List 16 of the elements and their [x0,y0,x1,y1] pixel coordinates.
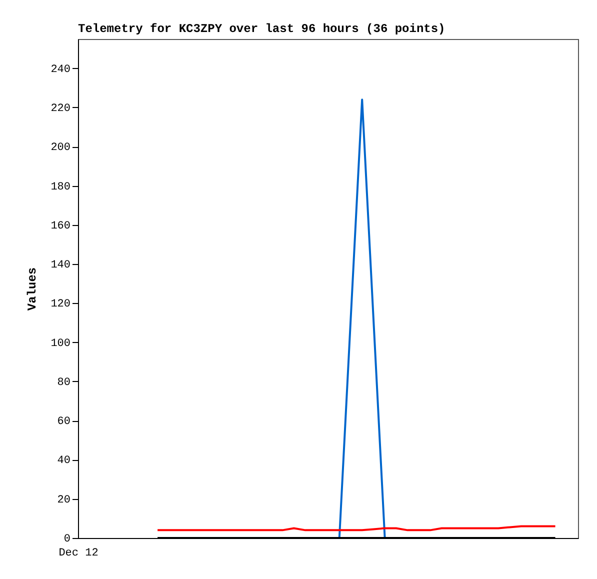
y-tick-label: 80 [57,376,70,389]
chart-title: Telemetry for KC3ZPY over last 96 hours (36 points) [78,22,446,36]
y-tick-label: 160 [50,220,70,232]
y-tick-label: 220 [50,102,70,115]
y-tick-label: 0 [64,534,70,546]
y-tick-label: 60 [57,416,70,428]
y-tick-label: 200 [50,142,70,154]
y-tick-label: 140 [50,260,70,272]
y-tick-label: 40 [57,455,70,468]
y-axis-title: Values [26,267,40,311]
y-tick-label: 100 [50,338,70,350]
text: Dec 12 [58,548,98,560]
y-tick-label: 20 [57,494,70,506]
y-tick-label: 120 [50,298,70,311]
y-tick-label: 180 [50,181,70,194]
y-tick-label: 240 [50,64,70,76]
